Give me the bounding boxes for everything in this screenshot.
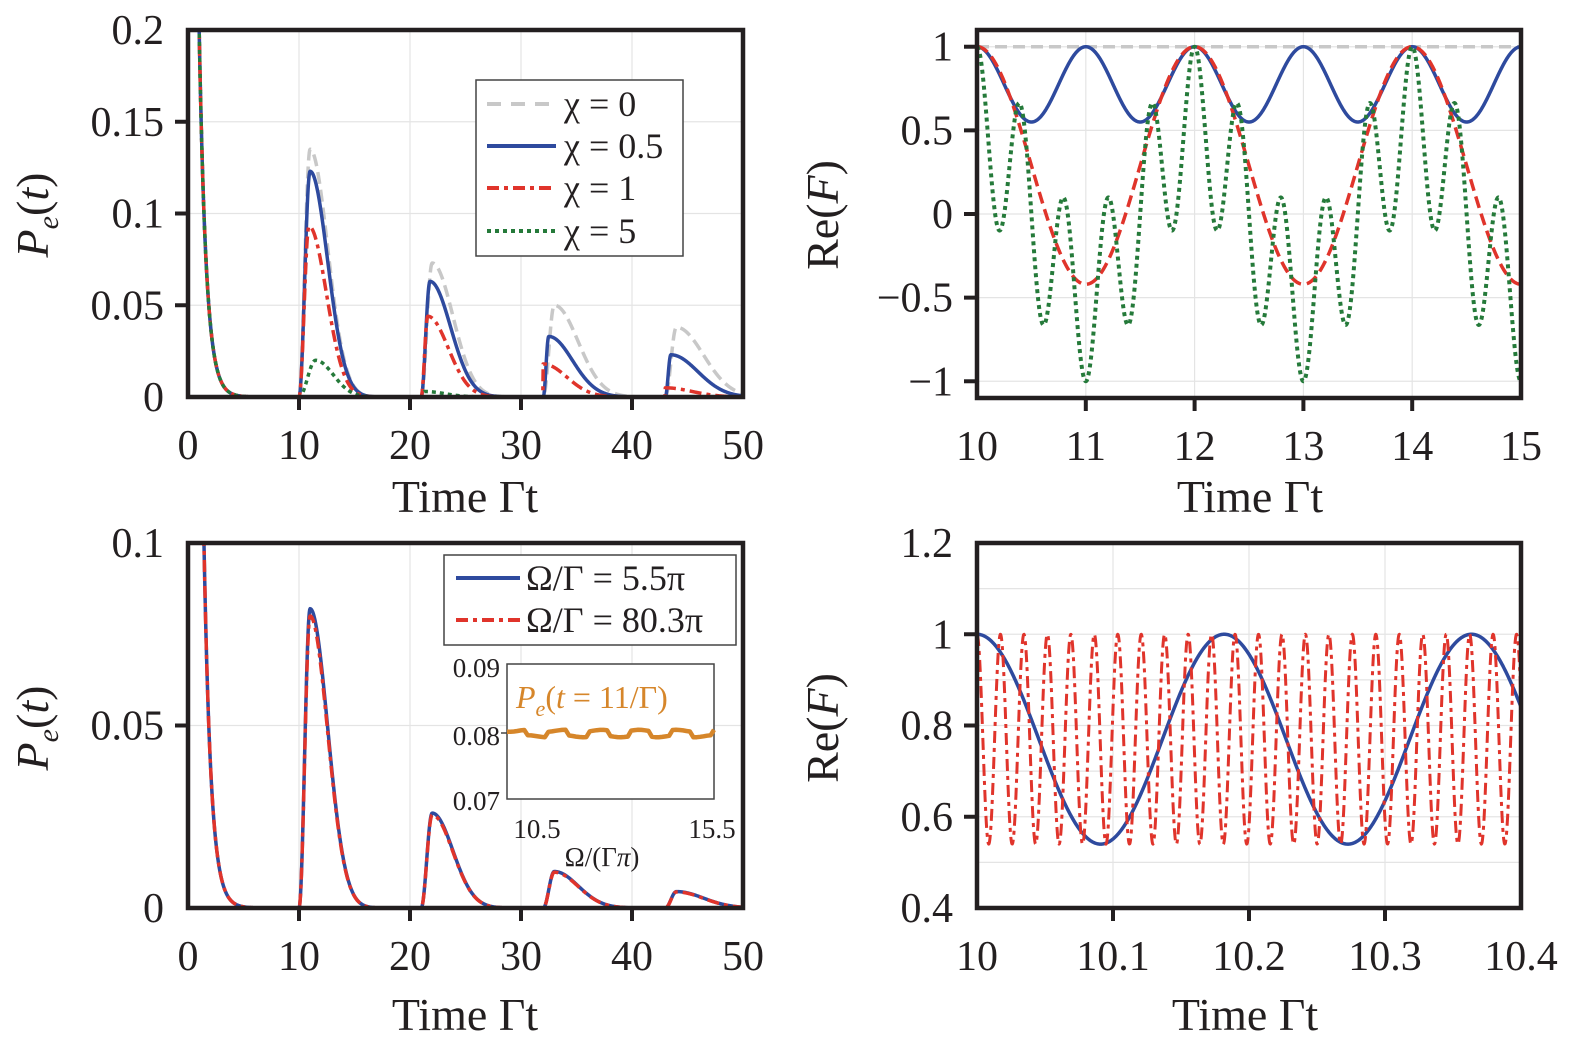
xtick-label: 0 — [178, 934, 199, 980]
br-ylabel: Re(F) — [797, 673, 848, 783]
xtick-label: 10 — [956, 424, 998, 470]
xtick-label: 40 — [611, 423, 653, 469]
br-ylabel-text: Re(F) — [797, 673, 848, 783]
series-line-top-right-2 — [977, 44, 1521, 286]
ytick-label: −1 — [908, 359, 953, 405]
xtick-label: 10 — [956, 934, 998, 980]
inset-xtick-15-5: 15.5 — [688, 814, 735, 844]
br-xlabel: Time Γt — [1172, 989, 1319, 1040]
xtick-label: 20 — [389, 423, 431, 469]
xtick-label: 20 — [389, 934, 431, 980]
ytick-label: 0.1 — [112, 192, 165, 238]
tl-ylabel-text: Pe(t) — [7, 173, 65, 259]
xtick-label: 30 — [500, 423, 542, 469]
tl-xlabel: Time Γt — [392, 471, 539, 522]
ytick-label: 0.15 — [91, 100, 165, 146]
xtick-label: 14 — [1391, 424, 1433, 470]
ytick-label: 0.1 — [112, 521, 165, 567]
xtick-label: 50 — [722, 934, 764, 980]
tl-legend: χ = 0 χ = 0.5 χ = 1 χ = 5 — [475, 79, 684, 257]
ytick-label: 0 — [143, 886, 164, 932]
bl-legend-label-5-5pi: Ω/Γ = 5.5π — [526, 558, 685, 598]
series-line-top-left-0 — [197, 30, 743, 397]
xtick-label: 10 — [278, 423, 320, 469]
inset-xtick-10-5: 10.5 — [513, 814, 560, 844]
inset-ytick-0-09: 0.09 — [453, 653, 500, 683]
ytick-label: 0.2 — [112, 8, 165, 54]
ytick-label: 1.2 — [901, 521, 954, 567]
bl-legend: Ω/Γ = 5.5π Ω/Γ = 80.3π — [443, 554, 737, 646]
tl-legend-label-chi5: χ = 5 — [563, 211, 636, 251]
ytick-label: 0.05 — [91, 704, 165, 750]
inset-series-line — [507, 727, 716, 740]
ytick-label: 0.8 — [901, 704, 954, 750]
ytick-label: 1 — [932, 612, 953, 658]
tl-ylabel: Pe(t) — [7, 173, 65, 259]
ytick-label: 0.5 — [901, 108, 954, 154]
bl-legend-box — [443, 554, 737, 646]
xtick-label: 12 — [1174, 424, 1216, 470]
xtick-label: 50 — [722, 423, 764, 469]
inset-xlabel: Ω/(Γπ) — [565, 842, 640, 872]
bl-xlabel: Time Γt — [392, 989, 539, 1040]
panel-bottom-left: 0 10 20 30 40 50 0 0.05 0.1 — [91, 521, 765, 980]
ytick-label: 0.6 — [901, 795, 954, 841]
bl-ylabel: Pe(t) — [7, 686, 65, 772]
inset-ytick-0-07: 0.07 — [453, 786, 500, 816]
xtick-label: 11 — [1066, 424, 1106, 470]
bottom-right-series — [977, 632, 1521, 846]
tl-legend-label-chi05: χ = 0.5 — [563, 126, 663, 166]
xtick-label: 0 — [178, 423, 199, 469]
series-line-top-left-2 — [197, 30, 743, 397]
ytick-label: 0 — [932, 192, 953, 238]
series-line-bottom-right-0 — [977, 632, 1521, 846]
tl-legend-label-chi0: χ = 0 — [563, 84, 636, 124]
inset-plot: Pe(t = 11/Γ) 0.09 0.08 0.07 10.5 15.5 Ω/… — [453, 653, 736, 872]
tr-ylabel-text: Re(F) — [797, 160, 848, 270]
xtick-label: 40 — [611, 934, 653, 980]
tr-xlabel: Time Γt — [1177, 471, 1324, 522]
inset-ytick-0-08: 0.08 — [453, 721, 500, 751]
xtick-label: 15 — [1500, 424, 1542, 470]
series-line-bottom-right-1 — [977, 632, 1521, 846]
panel-top-right: 10 11 12 13 14 15 −1 −0.5 0 0.5 1 — [877, 25, 1542, 470]
ytick-label: −0.5 — [877, 276, 953, 322]
panel-bottom-right: 10 10.1 10.2 10.3 10.4 0.4 0.6 0.8 1 1.2 — [901, 521, 1558, 980]
xtick-label: 13 — [1282, 424, 1324, 470]
top-right-series — [977, 44, 1521, 384]
tr-ylabel: Re(F) — [797, 160, 848, 270]
series-line-top-right-3 — [977, 44, 1521, 384]
tl-legend-box — [475, 79, 684, 257]
bl-legend-label-80-3pi: Ω/Γ = 80.3π — [526, 600, 703, 640]
bl-ylabel-text: Pe(t) — [7, 686, 65, 772]
tl-legend-label-chi1: χ = 1 — [563, 168, 636, 208]
xtick-label: 10.3 — [1348, 934, 1422, 980]
ytick-label: 0.4 — [901, 886, 954, 932]
panel-top-left: 0 10 20 30 40 50 0 0.05 0.1 0.15 0.2 — [91, 8, 765, 469]
xtick-label: 10.4 — [1484, 934, 1558, 980]
xtick-label: 10 — [278, 934, 320, 980]
xtick-label: 10.1 — [1076, 934, 1150, 980]
xtick-label: 10.2 — [1212, 934, 1286, 980]
ytick-label: 0.05 — [91, 283, 165, 329]
ytick-label: 0 — [143, 375, 164, 421]
ytick-label: 1 — [932, 25, 953, 71]
xtick-label: 30 — [500, 934, 542, 980]
